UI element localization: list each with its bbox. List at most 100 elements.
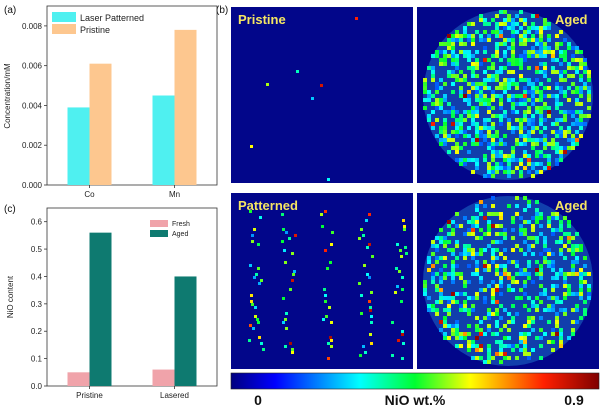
map-pixel	[555, 134, 559, 138]
map-pixel	[503, 228, 507, 232]
map-pixel	[547, 216, 551, 220]
map-pixel	[475, 106, 479, 110]
map-pixel	[324, 300, 327, 303]
map-pixel	[575, 98, 579, 102]
legend-label: Fresh	[172, 221, 190, 228]
map-pixel	[523, 228, 527, 232]
map-pixel	[527, 356, 531, 360]
map-pixel	[539, 170, 543, 174]
map-pixel	[487, 130, 491, 134]
map-pixel	[329, 336, 332, 339]
map-pixel	[483, 122, 487, 126]
map-pixel	[563, 276, 567, 280]
map-pixel	[491, 300, 495, 304]
map-pixel	[475, 272, 479, 276]
map-pixel	[439, 138, 443, 142]
map-pixel	[447, 42, 451, 46]
map-pixel	[459, 70, 463, 74]
map-pixel	[491, 288, 495, 292]
map-pixel	[531, 122, 535, 126]
map-pixel	[555, 106, 559, 110]
map-pixel	[531, 328, 535, 332]
map-pixel	[571, 58, 575, 62]
map-pixel	[511, 220, 515, 224]
map-pixel	[467, 58, 471, 62]
map-pixel	[455, 264, 459, 268]
map-pixel	[251, 240, 254, 243]
map-pixel	[535, 272, 539, 276]
map-pixel	[455, 146, 459, 150]
map-pixel	[503, 236, 507, 240]
map-pixel	[463, 292, 467, 296]
map-pixel	[324, 210, 327, 213]
map-pixel	[579, 268, 583, 272]
map-pixel	[292, 273, 295, 276]
map-pixel	[495, 78, 499, 82]
map-pixel	[325, 315, 328, 318]
map-pixel	[471, 304, 475, 308]
map-pixel	[531, 102, 535, 106]
map-pixel	[503, 54, 507, 58]
map-pixel	[471, 344, 475, 348]
map-pixel	[463, 252, 467, 256]
map-pixel	[479, 248, 483, 252]
map-pixel	[511, 320, 515, 324]
map-pixel	[543, 146, 547, 150]
map-pixel	[575, 138, 579, 142]
map-pixel	[523, 50, 527, 54]
map-pixel	[483, 58, 487, 62]
map-pixel	[519, 42, 523, 46]
map-pixel	[531, 94, 535, 98]
map-pixel	[583, 82, 587, 86]
map-pixel	[555, 158, 559, 162]
map-pixel	[471, 86, 475, 90]
map-pixel	[491, 134, 495, 138]
map-pixel	[575, 142, 579, 146]
map-pixel	[535, 70, 539, 74]
map-pixel	[487, 78, 491, 82]
map-pixel	[443, 50, 447, 54]
map-pixel	[495, 170, 499, 174]
map-pixel	[507, 260, 511, 264]
map-pixel	[515, 94, 519, 98]
map-pristine-title: Pristine	[238, 12, 286, 27]
map-pixel	[503, 38, 507, 42]
map-pixel	[248, 339, 251, 342]
colorbar	[230, 372, 600, 390]
map-pixel	[439, 50, 443, 54]
map-pixel	[479, 34, 483, 38]
map-pixel	[491, 150, 495, 154]
map-pixel	[495, 30, 499, 34]
map-pixel	[439, 256, 443, 260]
map-pixel	[266, 83, 269, 86]
map-pixel	[499, 360, 503, 364]
map-pixel	[495, 142, 499, 146]
map-pixel	[471, 216, 475, 220]
map-pixel	[443, 276, 447, 280]
map-pixel	[583, 300, 587, 304]
map-pixel	[531, 114, 535, 118]
map-pixel	[555, 94, 559, 98]
map-pixel	[291, 348, 294, 351]
map-pixel	[567, 288, 571, 292]
map-pixel	[483, 70, 487, 74]
map-pixel	[527, 320, 531, 324]
colorbar-min-label: 0	[254, 392, 262, 408]
map-pixel	[563, 272, 567, 276]
map-pixel	[567, 146, 571, 150]
map-pixel	[543, 134, 547, 138]
map-pixel	[539, 70, 543, 74]
map-pixel	[487, 98, 491, 102]
map-aged-bottom-title: Aged	[555, 198, 588, 213]
map-pixel	[523, 352, 527, 356]
map-pixel	[499, 284, 503, 288]
map-pixel	[583, 86, 587, 90]
map-pixel	[483, 154, 487, 158]
map-pixel	[523, 336, 527, 340]
map-pixel	[519, 118, 523, 122]
map-pixel	[451, 82, 455, 86]
map-pixel	[479, 82, 483, 86]
map-pixel	[327, 178, 330, 181]
map-pixel	[543, 256, 547, 260]
map-pixel	[439, 98, 443, 102]
